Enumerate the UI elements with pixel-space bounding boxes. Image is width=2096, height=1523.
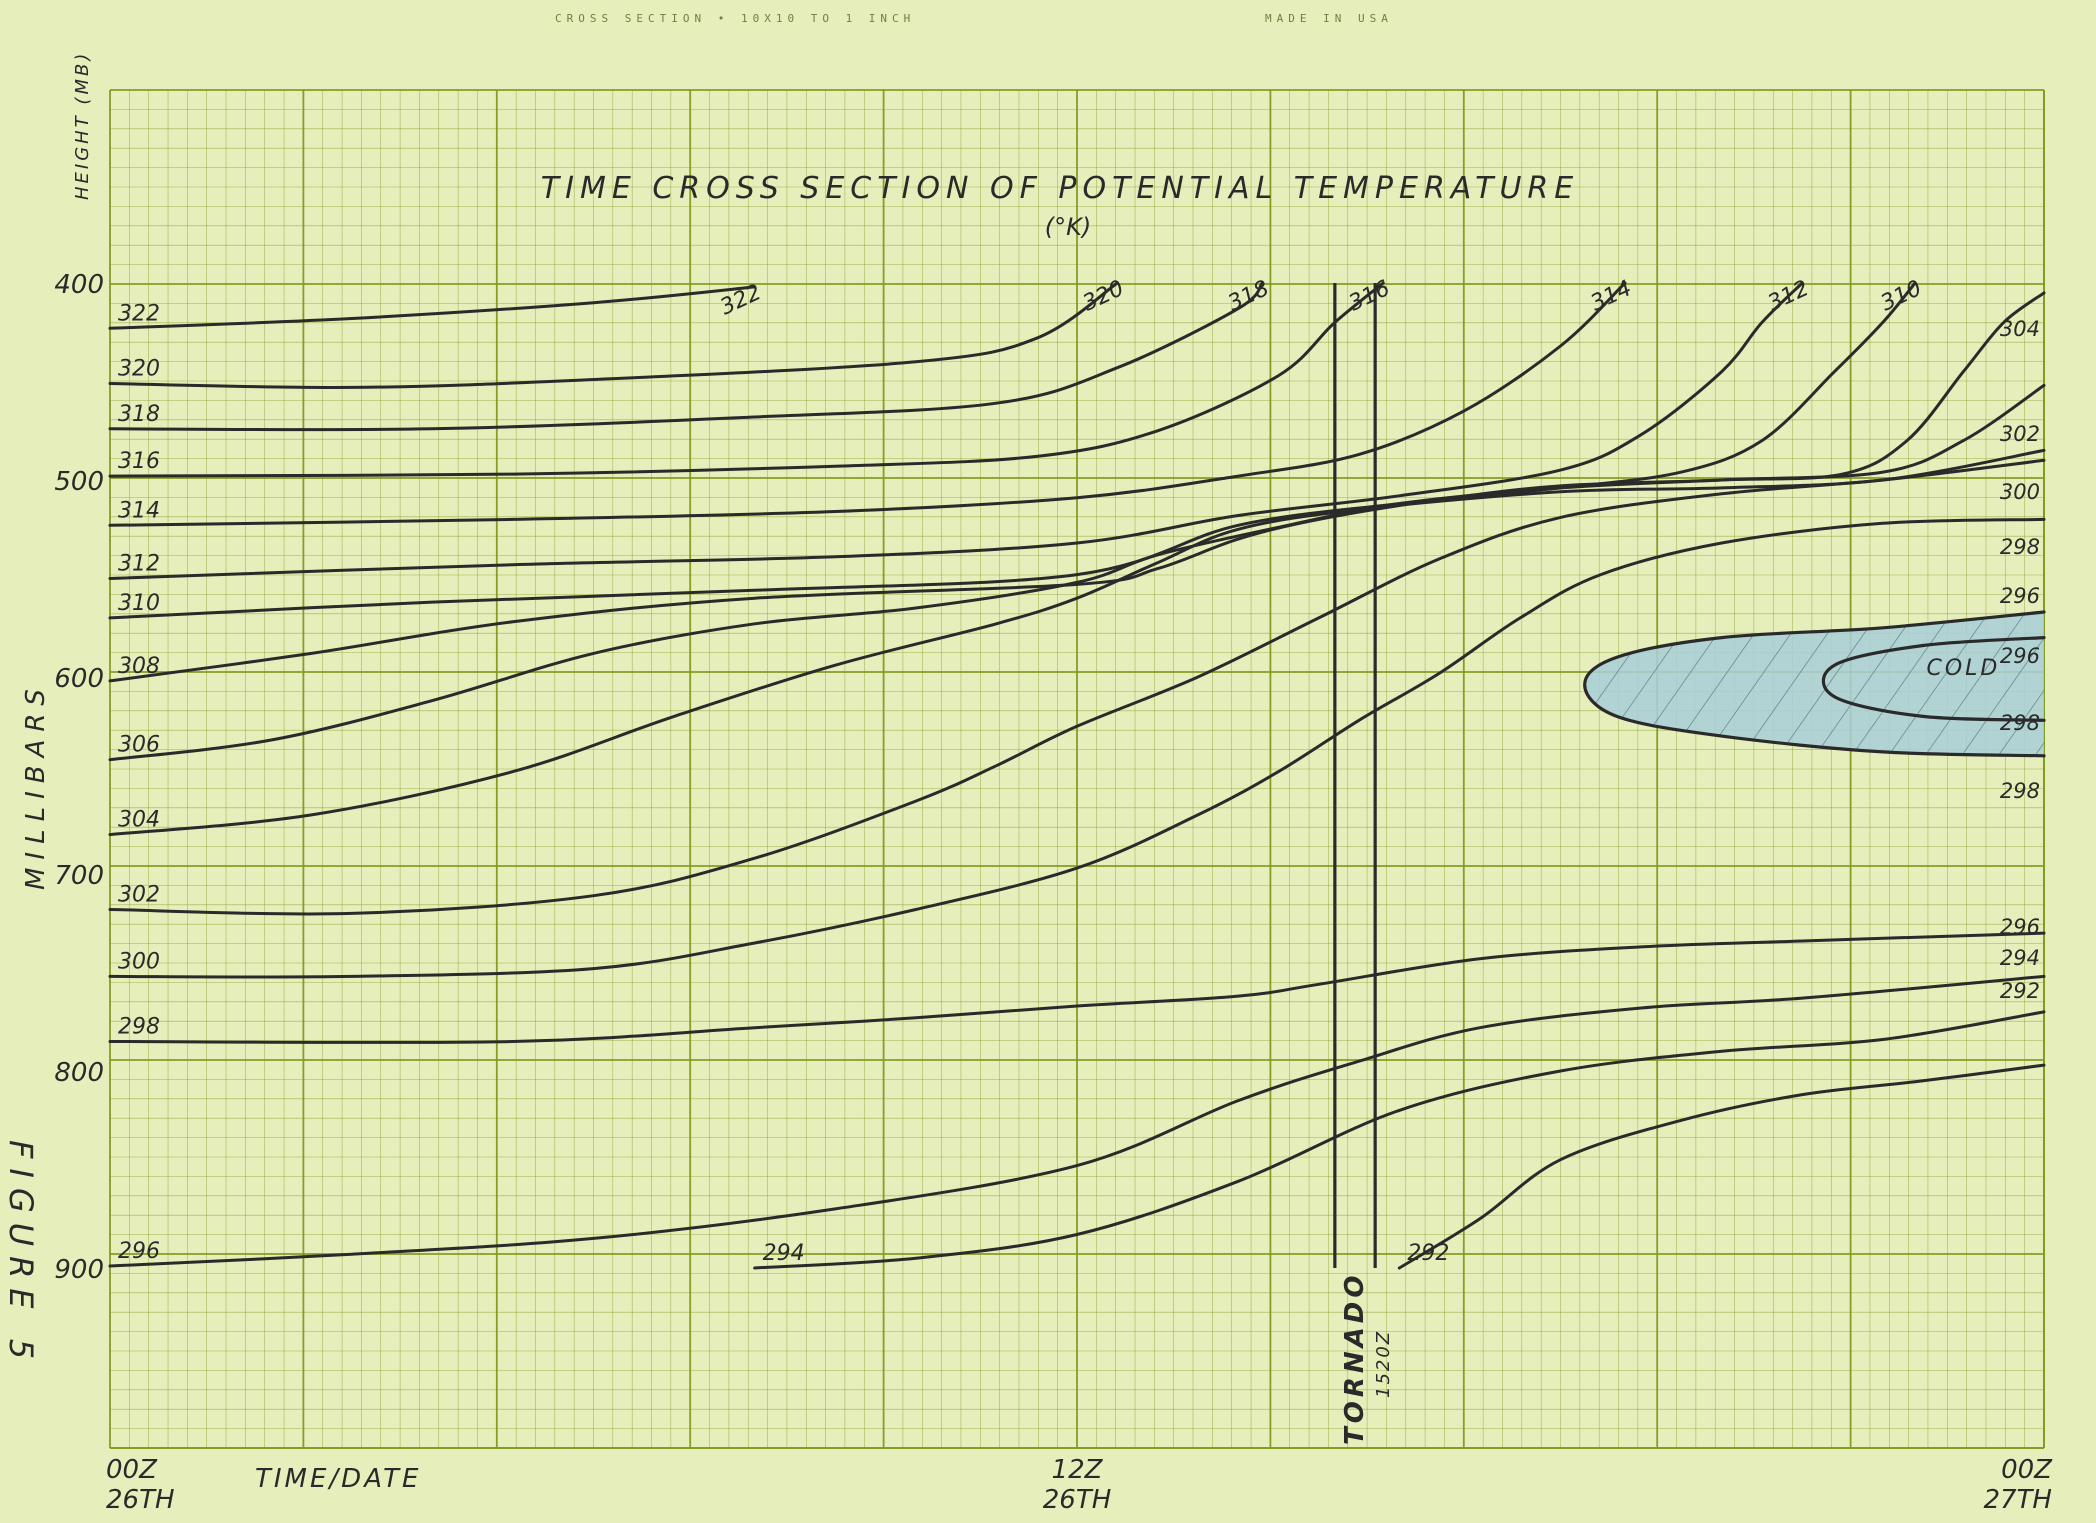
y-tick-label-400: 400 <box>54 270 104 300</box>
x-axis-label: TIME/DATE <box>255 1464 421 1494</box>
cold-outer-isentrope <box>1583 610 2046 758</box>
x-tick-label-line1: 00Z <box>2001 1455 2053 1485</box>
cold-region: COLD <box>1583 610 2046 758</box>
isentrope-label-292: 292 <box>1407 1241 1449 1266</box>
right-edge-label: 298 <box>2000 535 2040 559</box>
paper-header-left: CROSS SECTION • 10X10 TO 1 INCH <box>555 12 915 25</box>
isentrope-304 <box>108 448 2046 837</box>
isentrope-label-302: 302 <box>118 882 160 907</box>
isentrope-306 <box>108 383 2046 762</box>
isentrope-300 <box>108 517 2046 979</box>
isentrope-302 <box>108 458 2046 916</box>
y-tick-label-900: 900 <box>54 1255 104 1285</box>
isentrope-label-322: 322 <box>118 301 160 326</box>
isentrope-label-308: 308 <box>118 654 160 679</box>
isentrope-label-316: 316 <box>118 449 160 474</box>
isentrope-label-300: 300 <box>118 949 160 974</box>
isentrope-label-294: 294 <box>763 1241 805 1266</box>
right-edge-label: 298 <box>2000 711 2040 735</box>
y-axis-label: MILLIBARS <box>21 681 51 890</box>
right-edge-label: 302 <box>2000 422 2040 446</box>
isentrope-292 <box>1397 1063 2046 1270</box>
isentrope-label-312: 312 <box>118 552 160 577</box>
x-tick-label-line2: 26TH <box>1043 1485 1112 1515</box>
isentrope-314 <box>108 281 1627 527</box>
y-tick-label-800: 800 <box>54 1058 104 1088</box>
graph-paper-grid <box>109 89 2045 1449</box>
right-edge-label: 298 <box>2000 779 2040 803</box>
x-tick-label-line1: 00Z <box>106 1455 158 1485</box>
tornado-marker: TORNADO 1520Z <box>1333 283 1394 1445</box>
isentrope-label-314: 314 <box>118 498 160 523</box>
isentrope-label-296: 296 <box>118 1239 160 1264</box>
isentrope-318 <box>108 281 1264 432</box>
right-edge-label: 296 <box>2000 644 2040 668</box>
isentrope-322 <box>108 285 757 330</box>
isentrope-label-320: 320 <box>118 356 160 381</box>
isentrope-lines <box>108 281 2046 1270</box>
right-edge-label: 296 <box>2000 915 2040 939</box>
right-edge-label: 292 <box>2000 979 2040 1003</box>
x-tick-label-line2: 26TH <box>106 1485 175 1515</box>
chart-title: TIME CROSS SECTION OF POTENTIAL TEMPERAT… <box>541 171 1579 206</box>
y-tick-label-700: 700 <box>54 861 104 891</box>
isentrope-label-310: 310 <box>118 591 160 616</box>
isentrope-label-318: 318 <box>118 402 160 427</box>
isentrope-310 <box>108 281 1917 620</box>
isentrope-320 <box>108 281 1119 389</box>
isentrope-316 <box>108 281 1385 478</box>
y-axis-label-top: HEIGHT (MB) <box>72 51 93 200</box>
isentrope-label-304: 304 <box>118 808 160 833</box>
right-edge-label: 296 <box>2000 584 2040 608</box>
isentrope-294 <box>753 1010 2046 1270</box>
chart-labels: 322 3223203203183183163163143143123123103… <box>54 270 2053 1515</box>
right-edge-label: 294 <box>2000 946 2040 970</box>
cold-region-shading <box>1584 612 2044 756</box>
x-tick-label-line2: 27TH <box>1983 1485 2052 1515</box>
cold-inner-isentrope <box>1821 636 2046 722</box>
y-tick-label-500: 500 <box>54 467 104 497</box>
right-edge-label: 304 <box>2000 317 2040 341</box>
isentrope-label-306: 306 <box>118 733 160 758</box>
tornado-label: TORNADO <box>1340 1272 1370 1445</box>
paper-header-right: MADE IN USA <box>1265 12 1393 25</box>
figure-label: FIGURE 5 <box>2 1140 40 1369</box>
tornado-time-label: 1520Z <box>1373 1330 1394 1398</box>
right-edge-label: 300 <box>2000 480 2040 504</box>
isentrope-296 <box>108 974 2046 1268</box>
isentrope-312 <box>108 281 1804 580</box>
y-tick-label-600: 600 <box>54 664 104 694</box>
chart-subtitle: (°K) <box>1045 213 1091 241</box>
x-tick-label-line1: 12Z <box>1052 1455 1104 1485</box>
isentrope-298 <box>108 931 2046 1044</box>
cold-label: COLD <box>1926 656 2000 681</box>
isentrope-label-298: 298 <box>118 1014 160 1039</box>
